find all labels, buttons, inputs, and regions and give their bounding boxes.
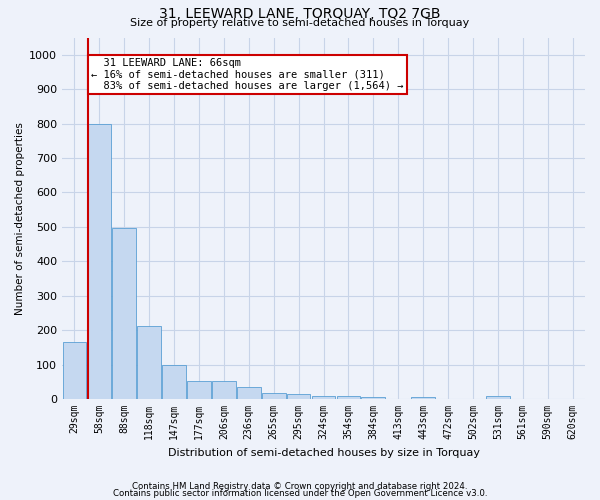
- Bar: [62, 342, 86, 399]
- Text: 31 LEEWARD LANE: 66sqm
← 16% of semi-detached houses are smaller (311)
  83% of : 31 LEEWARD LANE: 66sqm ← 16% of semi-det…: [91, 58, 404, 92]
- Y-axis label: Number of semi-detached properties: Number of semi-detached properties: [15, 122, 25, 314]
- Bar: [311, 396, 335, 399]
- Bar: [287, 394, 310, 399]
- Bar: [137, 326, 161, 399]
- Bar: [187, 381, 211, 399]
- Bar: [237, 388, 260, 399]
- Bar: [337, 396, 360, 399]
- Bar: [262, 393, 286, 399]
- Text: Size of property relative to semi-detached houses in Torquay: Size of property relative to semi-detach…: [130, 18, 470, 28]
- Bar: [162, 364, 186, 399]
- X-axis label: Distribution of semi-detached houses by size in Torquay: Distribution of semi-detached houses by …: [167, 448, 479, 458]
- Bar: [361, 397, 385, 399]
- Text: Contains public sector information licensed under the Open Government Licence v3: Contains public sector information licen…: [113, 488, 487, 498]
- Bar: [411, 396, 435, 399]
- Text: 31, LEEWARD LANE, TORQUAY, TQ2 7GB: 31, LEEWARD LANE, TORQUAY, TQ2 7GB: [159, 8, 441, 22]
- Text: Contains HM Land Registry data © Crown copyright and database right 2024.: Contains HM Land Registry data © Crown c…: [132, 482, 468, 491]
- Bar: [112, 228, 136, 399]
- Bar: [88, 124, 111, 399]
- Bar: [486, 396, 509, 399]
- Bar: [212, 381, 236, 399]
